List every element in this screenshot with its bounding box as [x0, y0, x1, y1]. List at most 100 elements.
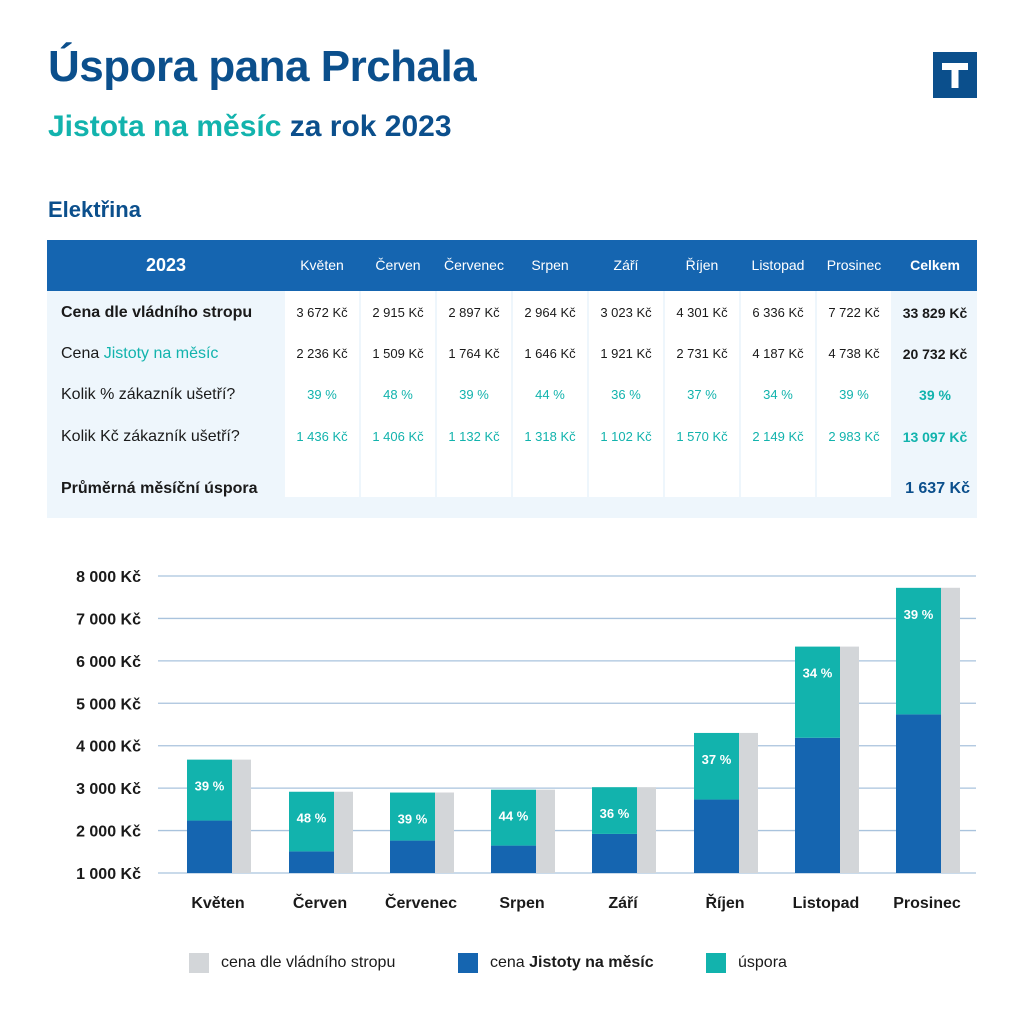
table-row-label: Kolik Kč zákazník ušetří? — [61, 428, 240, 445]
table-column-bg — [817, 291, 891, 497]
table-cell: 1 921 Kč — [600, 346, 652, 361]
bar-cap — [334, 791, 353, 873]
y-tick-label: 1 000 Kč — [76, 866, 141, 883]
average-label: Průměrná měsíční úspora — [61, 480, 258, 497]
bar-jistota — [491, 845, 536, 873]
bar-pct-label: 39 % — [195, 779, 225, 794]
y-tick-label: 7 000 Kč — [76, 611, 141, 628]
y-tick-label: 4 000 Kč — [76, 739, 141, 756]
table-cell: 48 % — [383, 387, 413, 402]
table-total-header: Celkem — [910, 257, 960, 273]
bar-cap — [739, 732, 758, 873]
logo-glyph — [942, 63, 968, 88]
table-cell: 4 187 Kč — [752, 346, 804, 361]
bar-cap — [637, 787, 656, 873]
bar-jistota — [390, 840, 435, 873]
x-category-label: Květen — [191, 895, 244, 912]
subtitle-rest: za rok 2023 — [281, 110, 452, 143]
table-column-bg — [513, 291, 587, 497]
table-cell: 39 % — [839, 387, 869, 402]
bar-saving — [694, 732, 739, 800]
subtitle-accent: Jistota na měsíc — [48, 110, 282, 143]
table-cell-total: 20 732 Kč — [902, 346, 968, 362]
bar-jistota — [592, 833, 637, 873]
table-month-header: Říjen — [685, 257, 719, 273]
table-cell: 1 102 Kč — [600, 429, 652, 444]
table-cell: 36 % — [611, 387, 641, 402]
table-cell: 4 301 Kč — [676, 305, 728, 320]
table-cell: 2 149 Kč — [752, 429, 804, 444]
table-month-header: Prosinec — [826, 257, 882, 273]
bar-jistota — [187, 820, 232, 873]
x-category-label: Srpen — [499, 895, 544, 912]
table-column-bg — [589, 291, 663, 497]
y-tick-label: 3 000 Kč — [76, 781, 141, 798]
page-title: Úspora pana Prchala — [48, 42, 477, 91]
bar-cap — [536, 789, 555, 873]
table-column-bg — [361, 291, 435, 497]
table-month-header: Září — [613, 257, 639, 273]
bar-pct-label: 34 % — [803, 666, 833, 681]
price-table: 2023 Květen Červen Červenec Srpen Září Říjen Li… — [47, 240, 977, 518]
table-cell: 4 738 Kč — [828, 346, 880, 361]
table-month-header: Listopad — [751, 257, 805, 273]
table-row-label: Kolik % zákazník ušetří? — [61, 386, 236, 403]
table-cell: 3 672 Kč — [296, 305, 348, 320]
y-tick-label: 6 000 Kč — [76, 654, 141, 671]
legend-swatch-jistota — [458, 953, 478, 973]
legend-swatch-saving — [706, 953, 726, 973]
x-category-label: Červen — [293, 893, 347, 912]
page-subtitle: Jistota na měsíc za rok 2023 — [48, 110, 452, 144]
table-cell: 39 % — [459, 387, 489, 402]
table-cell: 3 023 Kč — [600, 305, 652, 320]
bar-saving — [592, 787, 637, 834]
table-column-bg — [741, 291, 815, 497]
x-category-label: Červenec — [385, 893, 457, 912]
table-cell: 1 646 Kč — [524, 346, 576, 361]
legend-label-cap: cena dle vládního stropu — [221, 954, 396, 971]
table-cell: 44 % — [535, 387, 565, 402]
table-cell: 1 570 Kč — [676, 429, 728, 444]
table-cell: 7 722 Kč — [828, 305, 880, 320]
table-column-bg — [665, 291, 739, 497]
bar-jistota — [694, 799, 739, 873]
table-cell: 6 336 Kč — [752, 305, 804, 320]
legend-label-saving: úspora — [738, 954, 787, 971]
table-cell-total: 39 % — [919, 387, 951, 403]
table-cell-total: 33 829 Kč — [902, 305, 968, 321]
table-cell: 1 509 Kč — [372, 346, 424, 361]
table-cell: 2 964 Kč — [524, 305, 576, 320]
bar-pct-label: 37 % — [702, 752, 732, 767]
bar-saving — [390, 792, 435, 841]
y-tick-label: 2 000 Kč — [76, 824, 141, 841]
bar-jistota — [795, 737, 840, 873]
table-cell: 2 731 Kč — [676, 346, 728, 361]
table-year: 2023 — [145, 255, 187, 275]
table-cell: 39 % — [307, 387, 337, 402]
table-row-label: Cena Jistoty na měsíc — [61, 345, 218, 363]
bar-pct-label: 48 % — [297, 811, 327, 826]
table-month-header: Červen — [375, 257, 421, 273]
table-cell: 34 % — [763, 387, 793, 402]
bar-cap — [232, 759, 251, 873]
bar-jistota — [289, 851, 334, 873]
bar-saving — [795, 646, 840, 738]
table-cell: 1 764 Kč — [448, 346, 500, 361]
logo-letter: T — [977, 52, 978, 53]
table-cell: 1 436 Kč — [296, 429, 348, 444]
y-tick-label: 8 000 Kč — [76, 569, 141, 586]
table-cell: 1 318 Kč — [524, 429, 576, 444]
table-column-bg — [285, 291, 359, 497]
bar-pct-label: 39 % — [904, 607, 934, 622]
bar-saving — [289, 791, 334, 852]
table-cell-total: 13 097 Kč — [902, 429, 968, 445]
table-cell: 2 915 Kč — [372, 305, 424, 320]
table-cell: 1 132 Kč — [448, 429, 500, 444]
row-label-prefix: Cena — [61, 345, 104, 362]
x-category-label: Prosinec — [893, 895, 961, 912]
section-title: Elektřina — [48, 197, 141, 222]
table-cell: 2 236 Kč — [296, 346, 348, 361]
legend-label-jistota: cena Jistoty na měsíc — [490, 953, 654, 973]
table-month-header: Květen — [300, 257, 344, 273]
bar-pct-label: 39 % — [398, 812, 428, 827]
